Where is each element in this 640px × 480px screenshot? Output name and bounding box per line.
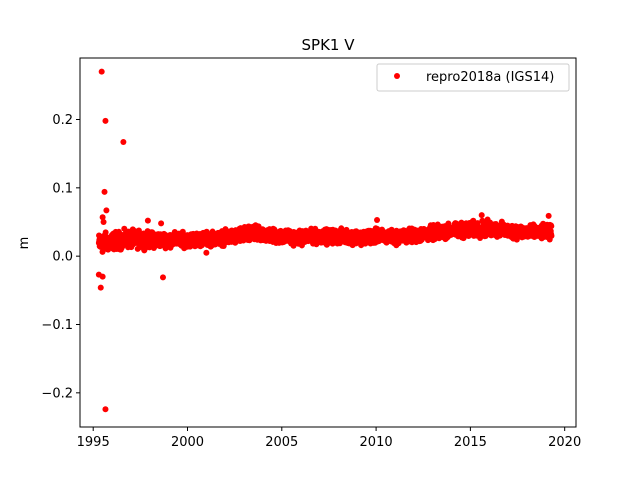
x-tick-label: 1995 [77, 435, 110, 450]
data-point-outlier [203, 249, 210, 256]
data-point [102, 229, 109, 236]
plot-points [95, 68, 555, 413]
chart-title: SPK1 V [302, 36, 356, 54]
data-point-outlier [99, 273, 106, 280]
x-axis: 1995 2000 2005 2010 2015 2020 [77, 427, 581, 450]
y-tick-label: 0.2 [52, 113, 73, 128]
x-tick-label: 2020 [548, 435, 581, 450]
data-point [548, 232, 555, 239]
data-point-outlier [374, 216, 381, 223]
data-point-outlier [545, 212, 552, 219]
data-point-outlier [120, 139, 127, 146]
legend: repro2018a (IGS14) [376, 63, 570, 92]
data-point [548, 223, 555, 230]
x-tick-label: 2000 [171, 435, 204, 450]
x-tick-label: 2015 [454, 435, 487, 450]
data-point-outlier [102, 406, 109, 413]
data-point-outlier [144, 217, 151, 224]
y-tick-label: −0.1 [41, 318, 73, 333]
data-point-outlier [99, 214, 106, 221]
y-tick-label: 0.1 [52, 181, 73, 196]
data-point-outlier [98, 68, 105, 75]
y-axis: −0.2 −0.1 0.0 0.1 0.2 [41, 113, 80, 401]
legend-label: repro2018a (IGS14) [426, 70, 554, 85]
data-point-outlier [100, 219, 107, 225]
y-tick-label: −0.2 [41, 386, 73, 401]
data-point-outlier [478, 212, 485, 219]
y-tick-label: 0.0 [52, 250, 73, 265]
x-tick-label: 2010 [360, 435, 393, 450]
plot-frame [79, 57, 577, 428]
data-point-outlier [158, 220, 165, 227]
data-point-outlier [102, 117, 109, 124]
data-point-outlier [101, 188, 108, 195]
data-point-outlier [97, 284, 104, 291]
legend-marker [394, 73, 400, 79]
x-tick-label: 2005 [265, 435, 298, 450]
legend-frame [376, 63, 570, 92]
data-point-outlier [159, 274, 166, 281]
y-axis-label: m [17, 237, 32, 250]
data-point-outlier [103, 207, 110, 214]
